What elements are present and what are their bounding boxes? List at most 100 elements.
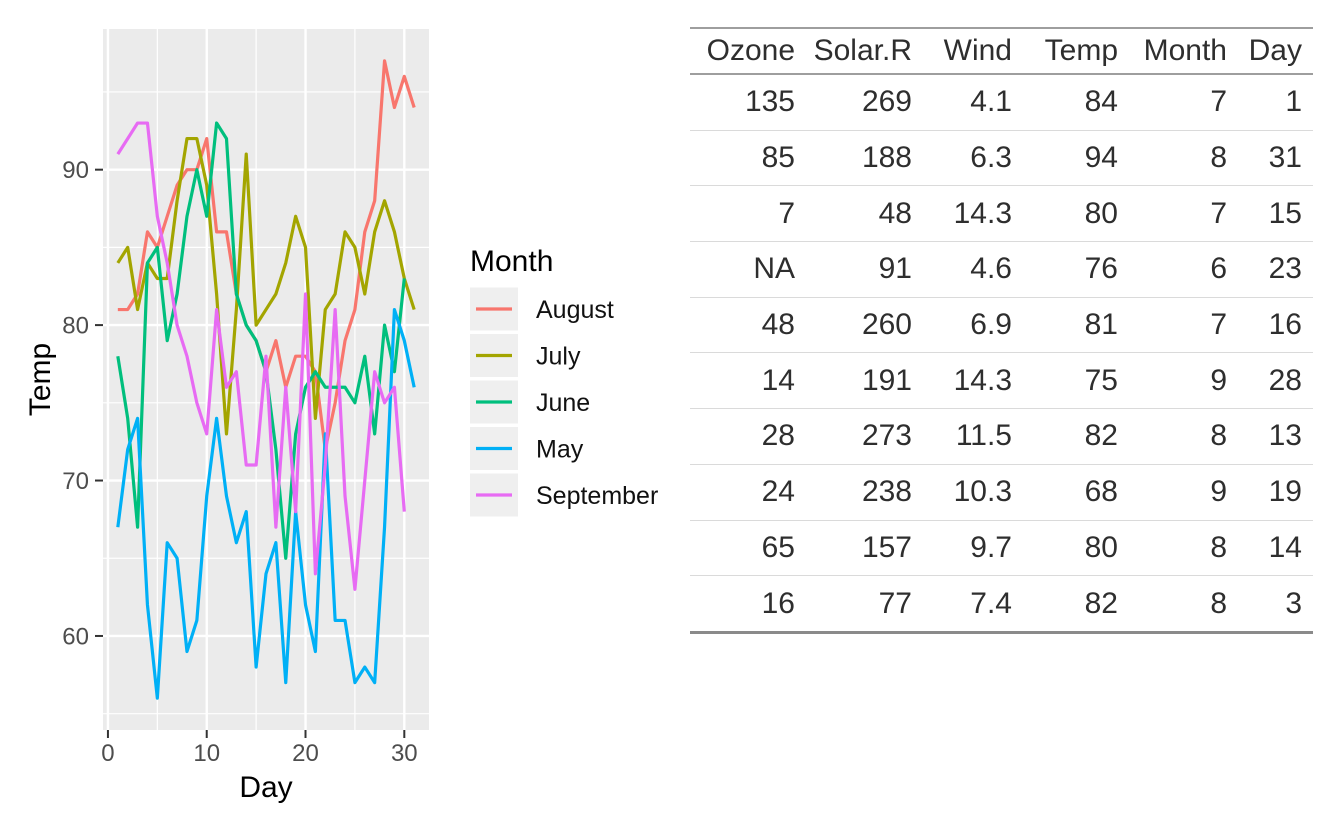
cell-ozone: NA — [753, 252, 795, 286]
series-line-may — [116, 307, 416, 700]
y-tick-label: 60 — [62, 623, 89, 650]
column-header-ozone: Ozone — [706, 34, 795, 67]
cell-ozone: 24 — [761, 475, 795, 509]
cell-temp: 94 — [1084, 141, 1118, 175]
cell-solar-r: 269 — [861, 85, 912, 119]
series-line-july — [116, 136, 416, 436]
table-header: Ozone Solar.R Wind Temp Month Day — [690, 28, 1313, 74]
column-header-solar-r: Solar.R — [813, 34, 912, 67]
cell-ozone: 65 — [761, 530, 795, 564]
cell-month: 8 — [1210, 419, 1227, 453]
y-tick-label: 80 — [62, 313, 89, 340]
x-tick-label: 30 — [391, 740, 418, 767]
x-tick-label: 10 — [193, 740, 220, 767]
cell-month: 7 — [1210, 196, 1227, 230]
cell-wind: 10.3 — [953, 475, 1012, 509]
cell-wind: 4.6 — [970, 252, 1012, 286]
column-header-temp: Temp — [1044, 34, 1118, 67]
table-row: 28 273 11.5 82 8 13 — [690, 409, 1313, 465]
table-row: 48 260 6.9 81 7 16 — [690, 297, 1313, 353]
cell-wind: 14.3 — [953, 363, 1012, 397]
cell-solar-r: 238 — [861, 475, 912, 509]
series-line-june — [116, 121, 406, 560]
cell-temp: 75 — [1084, 363, 1118, 397]
cell-wind: 6.3 — [970, 141, 1012, 175]
cell-month: 9 — [1210, 363, 1227, 397]
column-header-month: Month — [1143, 34, 1227, 67]
table-row: 135 269 4.1 84 7 1 — [690, 74, 1313, 131]
cell-month: 9 — [1210, 475, 1227, 509]
cell-ozone: 85 — [761, 141, 795, 175]
cell-day: 16 — [1268, 308, 1302, 342]
cell-wind: 6.9 — [970, 308, 1012, 342]
cell-ozone: 135 — [744, 85, 795, 119]
cell-ozone: 16 — [761, 586, 795, 620]
cell-solar-r: 91 — [878, 252, 912, 286]
table-row: NA 91 4.6 76 6 23 — [690, 242, 1313, 298]
cell-wind: 9.7 — [970, 530, 1012, 564]
cell-month: 6 — [1210, 252, 1227, 286]
cell-month: 8 — [1210, 141, 1227, 175]
cell-ozone: 7 — [778, 196, 795, 230]
legend-label-june: June — [536, 389, 590, 417]
cell-day: 1 — [1285, 85, 1302, 119]
airquality-data-table: Ozone Solar.R Wind Temp Month Day 135 269 4.1 84… — [690, 27, 1313, 634]
table-row: 16 77 7.4 82 8 3 — [690, 576, 1313, 633]
table-row: 7 48 14.3 80 7 15 — [690, 186, 1313, 242]
cell-solar-r: 191 — [861, 363, 912, 397]
cell-day: 3 — [1285, 586, 1302, 620]
cell-temp: 81 — [1084, 308, 1118, 342]
temp-by-day-line-chart: 0 10 20 30 60 70 80 90 Day Temp Month August July Jun… — [24, 29, 658, 804]
cell-ozone: 14 — [761, 363, 795, 397]
cell-day: 28 — [1268, 363, 1302, 397]
cell-month: 7 — [1210, 308, 1227, 342]
cell-solar-r: 188 — [861, 141, 912, 175]
cell-wind: 11.5 — [955, 419, 1012, 453]
cell-ozone: 28 — [761, 419, 795, 453]
cell-temp: 80 — [1084, 196, 1118, 230]
cell-day: 13 — [1268, 419, 1302, 453]
cell-month: 8 — [1210, 586, 1227, 620]
cell-temp: 76 — [1084, 252, 1118, 286]
cell-wind: 14.3 — [953, 196, 1012, 230]
cell-wind: 7.4 — [970, 586, 1012, 620]
legend-label-august: August — [536, 296, 614, 324]
table-row: 24 238 10.3 68 9 19 — [690, 464, 1313, 520]
cell-wind: 4.1 — [970, 85, 1012, 119]
legend-label-may: May — [536, 436, 584, 464]
cell-month: 8 — [1210, 530, 1227, 564]
cell-solar-r: 48 — [878, 196, 912, 230]
cell-solar-r: 157 — [861, 530, 912, 564]
legend-title: Month — [470, 245, 553, 278]
table-row: 85 188 6.3 94 8 31 — [690, 130, 1313, 186]
cell-solar-r: 273 — [861, 419, 912, 453]
table-row: 65 157 9.7 80 8 14 — [690, 520, 1313, 576]
column-header-wind: Wind — [943, 34, 1012, 67]
series-line-september — [116, 121, 406, 591]
cell-day: 23 — [1268, 252, 1302, 286]
cell-day: 14 — [1268, 530, 1302, 564]
cell-temp: 80 — [1084, 530, 1118, 564]
table-header-row: Ozone Solar.R Wind Temp Month Day — [690, 28, 1313, 74]
cell-day: 15 — [1268, 196, 1302, 230]
x-tick-label: 0 — [101, 740, 114, 767]
x-axis-title: Day — [239, 771, 292, 804]
column-header-day: Day — [1248, 34, 1302, 67]
cell-day: 19 — [1268, 475, 1302, 509]
legend-label-july: July — [536, 343, 581, 371]
cell-month: 7 — [1210, 85, 1227, 119]
cell-solar-r: 260 — [861, 308, 912, 342]
cell-solar-r: 77 — [878, 586, 912, 620]
cell-temp: 82 — [1084, 586, 1118, 620]
table-row: 14 191 14.3 75 9 28 — [690, 353, 1313, 409]
cell-temp: 68 — [1084, 475, 1118, 509]
x-tick-label: 20 — [292, 740, 319, 767]
y-tick-label: 90 — [62, 157, 89, 184]
cell-day: 31 — [1268, 141, 1302, 175]
cell-ozone: 48 — [761, 308, 795, 342]
legend-label-september: September — [536, 482, 658, 510]
cell-temp: 82 — [1084, 419, 1118, 453]
cell-temp: 84 — [1084, 85, 1118, 119]
y-tick-label: 70 — [62, 468, 89, 495]
